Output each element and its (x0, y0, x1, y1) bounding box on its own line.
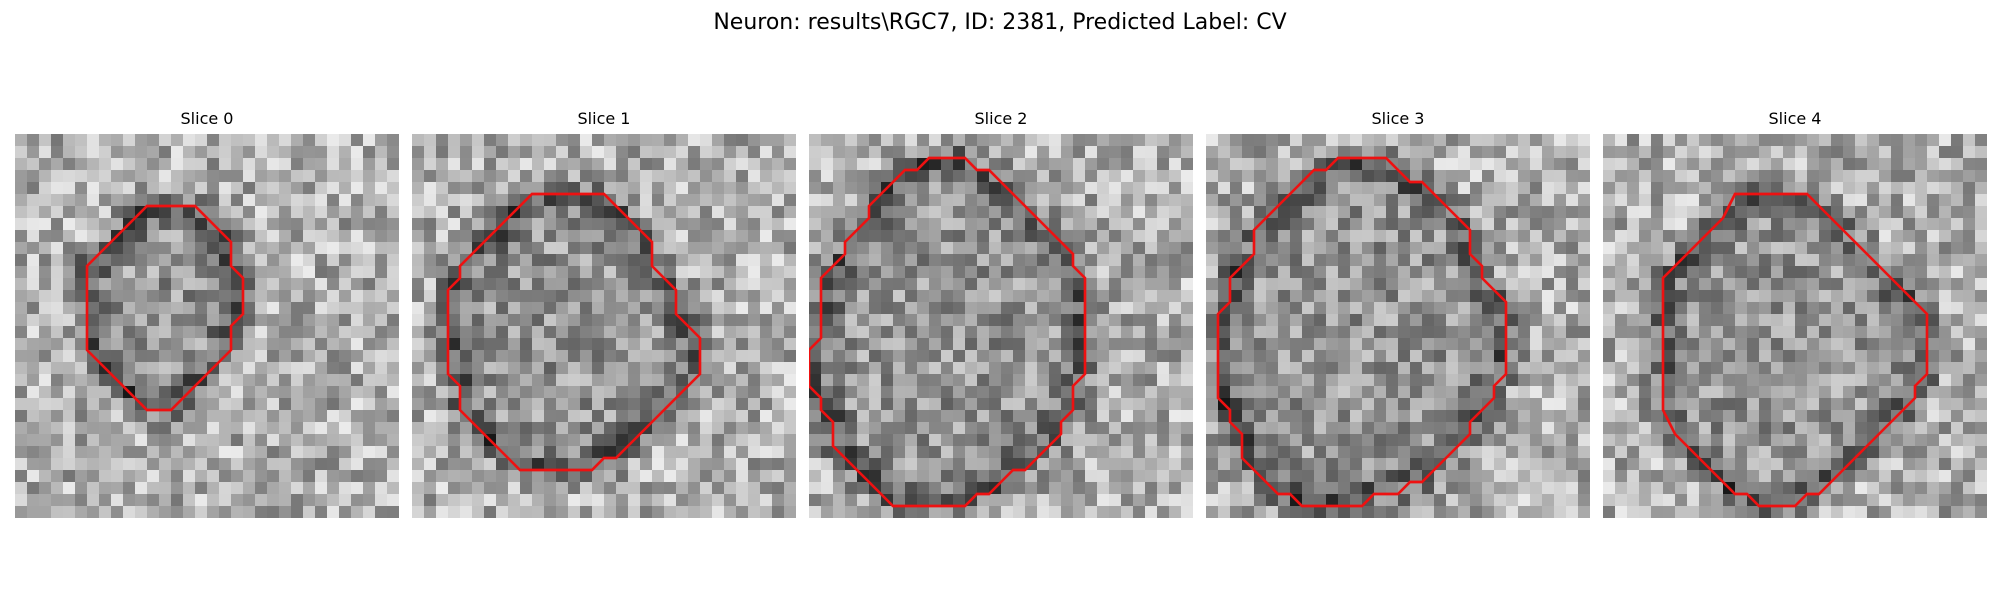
contour-overlay (1216, 156, 1508, 508)
slice-title: Slice 0 (180, 109, 234, 128)
slice-title: Slice 2 (974, 109, 1028, 128)
figure-title: Neuron: results\RGC7, ID: 2381, Predicte… (713, 10, 1287, 35)
slice-title: Slice 1 (577, 109, 631, 128)
slice-title: Slice 4 (1768, 109, 1822, 128)
slice-image (412, 134, 796, 518)
slice-panel-3: Slice 3 (1206, 108, 1590, 518)
slice-panel-4: Slice 4 (1603, 108, 1987, 518)
contour-overlay (85, 204, 245, 412)
contour-overlay (809, 156, 1087, 508)
cell-contour (446, 192, 702, 472)
slice-image (809, 134, 1193, 518)
cell-contour (1661, 192, 1929, 508)
cell-contour (809, 156, 1087, 508)
cell-contour (85, 204, 245, 412)
cell-contour (1216, 156, 1508, 508)
contour-overlay (446, 192, 702, 472)
slice-image (1206, 134, 1590, 518)
slice-image (15, 134, 399, 518)
slice-panel-2: Slice 2 (809, 108, 1193, 518)
contour-overlay (1661, 192, 1929, 508)
slice-image (1603, 134, 1987, 518)
slice-panel-0: Slice 0 (15, 108, 399, 518)
slice-title: Slice 3 (1371, 109, 1425, 128)
slice-panel-1: Slice 1 (412, 108, 796, 518)
